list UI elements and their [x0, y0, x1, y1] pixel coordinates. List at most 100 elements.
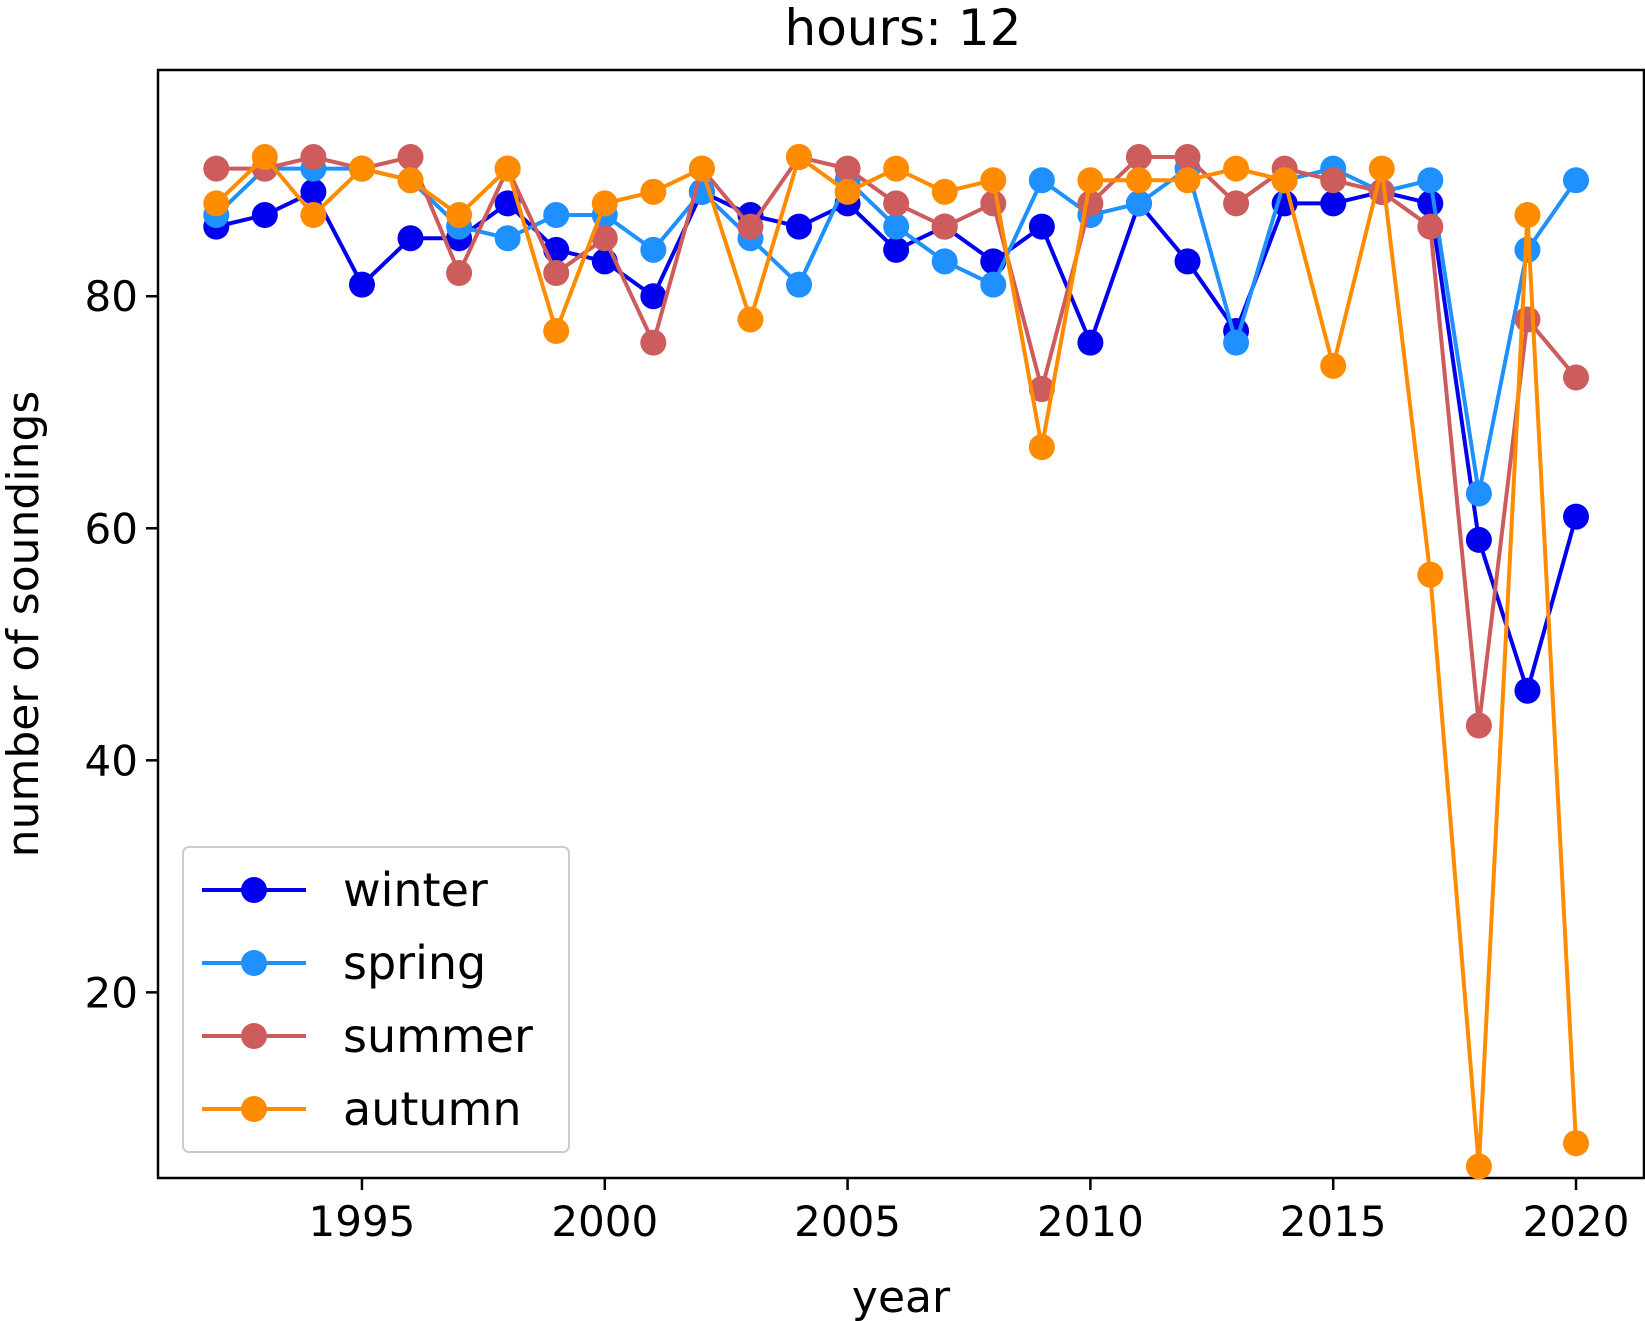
legend-swatch-marker: [241, 950, 267, 976]
series-layer: [203, 144, 1590, 1180]
data-point-autumn: [640, 178, 667, 205]
chart-title: hours: 12: [785, 0, 1022, 57]
legend-label: spring: [343, 936, 486, 990]
x-tick-label: 1995: [309, 1197, 416, 1246]
legend-label: summer: [343, 1009, 533, 1063]
data-point-winter: [1320, 190, 1347, 217]
data-point-autumn: [1465, 1153, 1492, 1180]
data-point-winter: [1514, 677, 1541, 704]
data-point-summer: [203, 155, 230, 182]
data-point-spring: [1125, 190, 1152, 217]
data-point-summer: [1563, 364, 1590, 391]
data-point-autumn: [834, 178, 861, 205]
data-point-summer: [1125, 144, 1152, 171]
data-point-spring: [640, 236, 667, 263]
data-point-autumn: [446, 202, 473, 229]
x-tick-label: 2005: [794, 1197, 901, 1246]
x-axis: 1995 2000 2005 2010 2015 2020: [309, 1178, 1630, 1246]
legend-swatch-marker: [241, 877, 267, 903]
data-point-autumn: [1028, 434, 1055, 461]
data-point-summer: [980, 190, 1007, 217]
data-point-spring: [883, 213, 910, 240]
data-point-summer: [1028, 376, 1055, 403]
data-point-spring: [980, 271, 1007, 298]
data-point-autumn: [251, 144, 278, 171]
legend-swatch-marker: [241, 1096, 267, 1122]
data-point-autumn: [1223, 155, 1250, 182]
legend-item-spring: spring: [202, 936, 486, 990]
y-axis-label: number of soundings: [0, 391, 49, 858]
data-point-autumn: [1368, 155, 1395, 182]
legend-swatch-marker: [241, 1023, 267, 1049]
data-point-winter: [1077, 329, 1104, 356]
series-winter: [203, 178, 1590, 704]
x-tick-label: 2020: [1523, 1197, 1630, 1246]
data-point-winter: [251, 202, 278, 229]
x-tick-label: 2010: [1037, 1197, 1144, 1246]
legend-item-summer: summer: [202, 1009, 533, 1063]
plot-area-frame: [156, 68, 1645, 1180]
data-point-spring: [786, 271, 813, 298]
series-line-winter: [215, 189, 1578, 693]
data-point-summer: [883, 190, 910, 217]
data-point-summer: [591, 225, 618, 252]
data-point-autumn: [980, 167, 1007, 194]
data-point-autumn: [1174, 167, 1201, 194]
x-tick-label: 2000: [551, 1197, 658, 1246]
legend-frame: [182, 846, 570, 1153]
data-point-autumn: [1125, 167, 1152, 194]
data-point-winter: [348, 271, 375, 298]
data-point-winter: [883, 236, 910, 263]
data-point-winter: [1465, 526, 1492, 553]
data-point-autumn: [1514, 202, 1541, 229]
data-point-summer: [1417, 213, 1444, 240]
data-point-spring: [494, 225, 521, 252]
legend-label: winter: [343, 863, 488, 917]
data-point-autumn: [348, 155, 375, 182]
data-point-summer: [1077, 190, 1104, 217]
data-point-spring: [1563, 167, 1590, 194]
data-point-autumn: [883, 155, 910, 182]
data-point-summer: [834, 155, 861, 182]
legend: winter spring summer autumn: [182, 846, 570, 1153]
data-point-autumn: [1563, 1130, 1590, 1157]
data-point-autumn: [397, 167, 424, 194]
legend-item-winter: winter: [202, 863, 488, 917]
data-point-summer: [640, 329, 667, 356]
legend-label: autumn: [343, 1082, 522, 1136]
series-autumn: [203, 144, 1590, 1180]
y-tick-label: 40: [85, 736, 138, 785]
data-point-winter: [640, 283, 667, 310]
data-point-summer: [446, 260, 473, 287]
data-point-summer: [931, 213, 958, 240]
y-tick-label: 80: [85, 272, 138, 321]
x-tick-label: 2015: [1280, 1197, 1387, 1246]
y-tick-label: 60: [85, 504, 138, 553]
data-point-spring: [1223, 329, 1250, 356]
data-point-autumn: [1271, 167, 1298, 194]
data-point-summer: [1174, 144, 1201, 171]
data-point-winter: [1563, 503, 1590, 530]
data-point-summer: [1320, 167, 1347, 194]
data-point-summer: [737, 213, 764, 240]
data-point-autumn: [591, 190, 618, 217]
data-point-summer: [543, 260, 570, 287]
data-point-autumn: [737, 306, 764, 333]
data-point-spring: [543, 202, 570, 229]
data-point-autumn: [300, 202, 327, 229]
data-point-autumn: [1417, 561, 1444, 588]
data-point-winter: [786, 213, 813, 240]
data-point-autumn: [931, 178, 958, 205]
data-point-winter: [1174, 248, 1201, 275]
data-point-winter: [397, 225, 424, 252]
data-point-autumn: [543, 318, 570, 345]
legend-item-autumn: autumn: [202, 1082, 522, 1136]
data-point-autumn: [1077, 167, 1104, 194]
data-point-winter: [300, 178, 327, 205]
data-point-summer: [397, 144, 424, 171]
data-point-spring: [1465, 480, 1492, 507]
x-axis-label: year: [852, 1272, 951, 1321]
data-point-autumn: [203, 190, 230, 217]
data-point-autumn: [786, 144, 813, 171]
